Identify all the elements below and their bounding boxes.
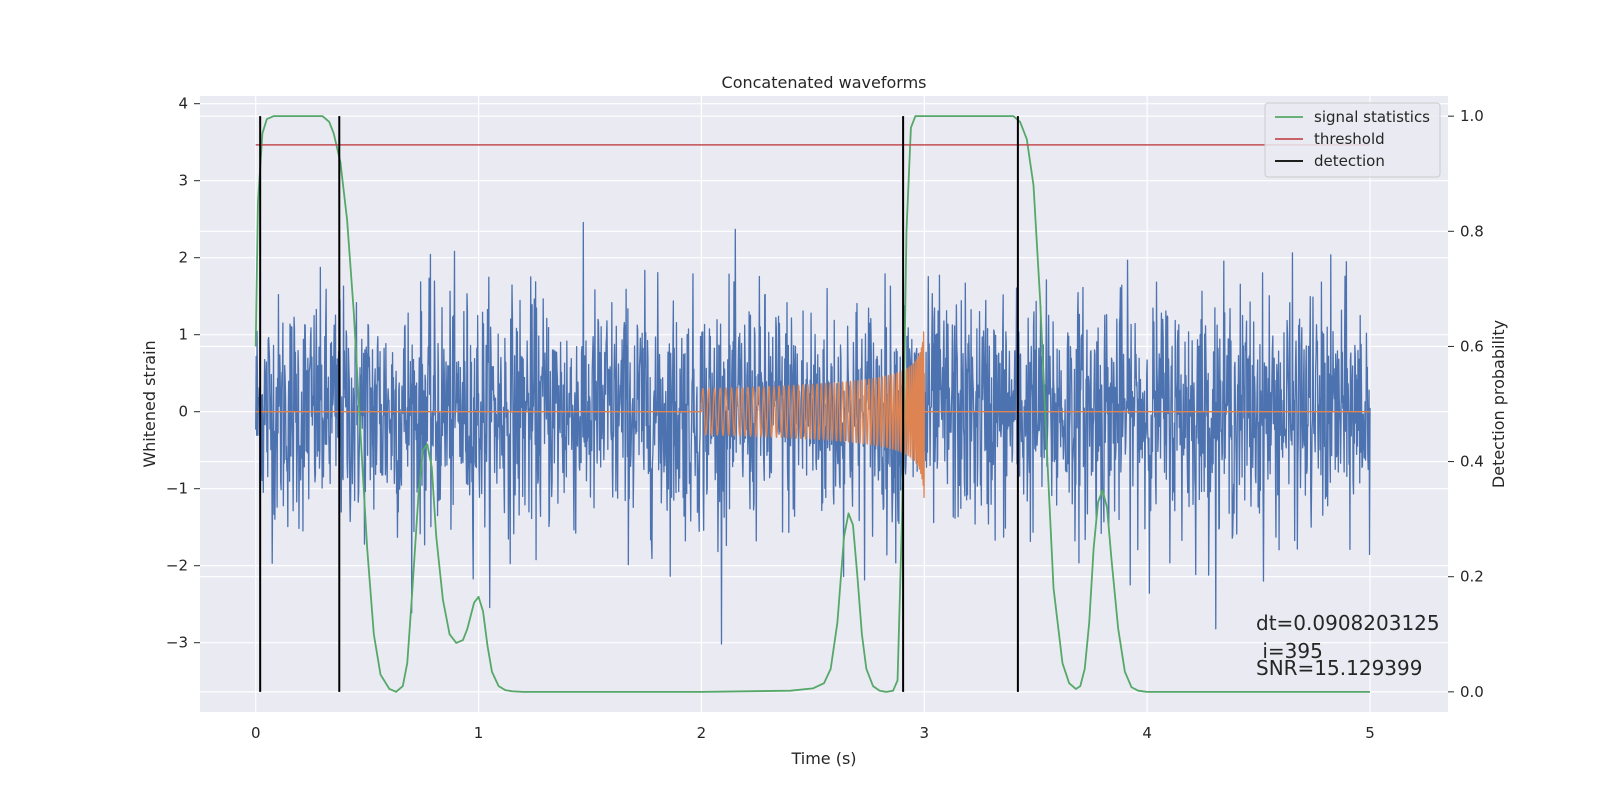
legend-label-detection: detection: [1314, 152, 1385, 170]
y-axis-label: Whitened strain: [140, 340, 159, 467]
template-waveform-line: [255, 331, 1370, 499]
y2-tick-label: 0.6: [1460, 337, 1484, 355]
y2-tick-label: 0.2: [1460, 568, 1484, 586]
y2-tick-label: 1.0: [1460, 107, 1484, 125]
x-axis-label: Time (s): [790, 749, 856, 768]
legend-box: [1264, 102, 1441, 178]
annotation-dt: dt=0.0908203125: [1256, 611, 1440, 635]
y2-tick-label: 0.8: [1460, 222, 1484, 240]
chart-title: Concatenated waveforms: [722, 73, 927, 92]
y-tick-label: −3: [166, 634, 188, 652]
x-tick-label: 1: [474, 724, 484, 742]
legend-label-threshold: threshold: [1314, 130, 1385, 148]
y-tick-label: 4: [178, 95, 188, 113]
y-tick-label: −1: [166, 480, 188, 498]
signal-statistics-line: [254, 115, 1370, 693]
legend-label-signal-statistics: signal statistics: [1314, 108, 1430, 126]
y-tick-label: 1: [178, 326, 188, 344]
y2-tick-label: 0.0: [1460, 683, 1484, 701]
y-tick-label: −2: [166, 557, 188, 575]
whitened-strain-line: [255, 221, 1371, 645]
annotation-snr: SNR=15.129399: [1256, 656, 1422, 680]
y2-axis-label: Detection probability: [1489, 320, 1508, 488]
bottom-axis: 0 1 2 3 4 5: [251, 724, 1375, 742]
y-tick-label: 3: [178, 172, 188, 190]
y-tick-label: 0: [178, 403, 188, 421]
annotation-index: i=395: [1256, 639, 1323, 663]
left-axis: −3 −2 −1 0 1 2 3 4: [166, 95, 200, 652]
y-tick-label: 2: [178, 249, 188, 267]
x-tick-label: 5: [1365, 724, 1375, 742]
plot-content: [254, 115, 1371, 693]
x-tick-label: 2: [697, 724, 707, 742]
right-axis: 0.0 0.2 0.4 0.6 0.8 1.0: [1448, 107, 1484, 701]
x-tick-label: 0: [251, 724, 261, 742]
x-tick-label: 3: [920, 724, 930, 742]
y2-tick-label: 0.4: [1460, 453, 1484, 471]
legend: signal statistics threshold detection: [1264, 102, 1441, 178]
x-tick-label: 4: [1142, 724, 1152, 742]
